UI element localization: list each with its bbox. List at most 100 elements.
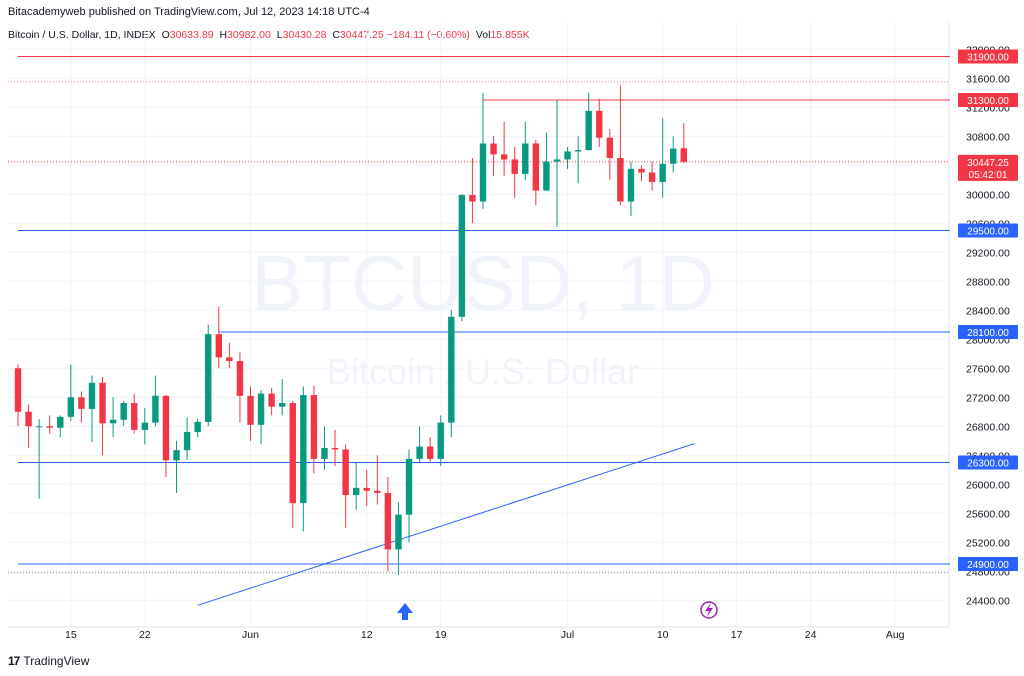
candle xyxy=(14,364,22,427)
price-level-text: 24900.00 xyxy=(967,560,1009,571)
candle xyxy=(648,161,656,191)
candle-body xyxy=(321,448,328,459)
candle xyxy=(564,147,571,169)
candle-body xyxy=(310,395,318,459)
candle xyxy=(543,132,550,191)
countdown-text: 05:42:01 xyxy=(969,170,1008,181)
candle xyxy=(596,98,603,148)
legend-high-value: 30982.00 xyxy=(227,29,271,41)
price-level-label: 31300.00 xyxy=(958,93,1018,107)
price-tick-label: 26800.00 xyxy=(966,421,1010,433)
candle-body xyxy=(215,334,222,358)
candle-body xyxy=(289,403,296,504)
candle xyxy=(46,415,53,434)
candle-body xyxy=(596,110,603,138)
candle-body xyxy=(405,458,413,515)
candle-body xyxy=(268,393,275,407)
legend-low-value: 30430.28 xyxy=(282,29,327,41)
candle xyxy=(606,129,614,180)
price-tick-label: 26000.00 xyxy=(966,479,1010,491)
candle-body xyxy=(46,426,53,428)
candle xyxy=(627,161,635,216)
candle xyxy=(236,352,244,423)
candle-body xyxy=(448,316,455,423)
candle xyxy=(78,391,85,423)
candle-body xyxy=(152,395,159,423)
legend-close-value: 30447.25 xyxy=(339,29,384,41)
candle-body xyxy=(426,446,434,459)
candle xyxy=(35,419,43,499)
candle xyxy=(131,393,138,434)
candle-body xyxy=(458,194,466,317)
candle-body xyxy=(120,403,127,420)
watermark-name: Bitcoin / U.S. Dollar xyxy=(327,351,639,392)
candle xyxy=(532,139,540,206)
price-tick-label: 28400.00 xyxy=(966,305,1010,317)
candle-body xyxy=(25,411,32,427)
candle-body xyxy=(522,143,529,174)
price-tick-label: 25600.00 xyxy=(966,508,1010,520)
candle-body xyxy=(14,368,22,412)
candle-body xyxy=(511,159,518,174)
price-tick-label: 25200.00 xyxy=(966,537,1010,549)
candle xyxy=(384,477,392,572)
price-level-label: 29500.00 xyxy=(958,223,1018,238)
price-level-box xyxy=(958,325,1018,339)
candle-body xyxy=(279,403,286,407)
legend-symbol[interactable]: Bitcoin / U.S. Dollar, 1D, INDEX xyxy=(8,29,156,41)
price-level-label: 31900.00 xyxy=(958,49,1018,64)
candle-body xyxy=(331,448,339,450)
legend-change: −184.11 (−0.60%) xyxy=(386,29,470,41)
candle xyxy=(67,364,75,422)
time-tick-label: 12 xyxy=(361,629,373,641)
candle-body xyxy=(670,148,677,164)
candle xyxy=(363,469,370,506)
candle-body xyxy=(437,422,444,459)
candle xyxy=(194,419,201,438)
price-tick-label: 30800.00 xyxy=(966,131,1010,143)
price-level-label: 26300.00 xyxy=(958,455,1018,470)
time-tick-label: 15 xyxy=(65,629,77,641)
candle xyxy=(659,118,666,198)
candle-body xyxy=(35,426,43,428)
time-tick-label: Jun xyxy=(242,629,259,641)
candle xyxy=(300,386,307,532)
price-tick-label: 28800.00 xyxy=(966,276,1010,288)
candle xyxy=(141,408,149,445)
candle-body xyxy=(342,449,349,496)
price-tick-label: 31600.00 xyxy=(966,73,1010,85)
candle-body xyxy=(141,422,149,430)
candle-body xyxy=(395,514,402,550)
candle-body xyxy=(109,419,117,424)
candle-body xyxy=(78,397,85,409)
published-line: Bitacademyweb published on TradingView.c… xyxy=(8,6,370,18)
candle xyxy=(226,342,233,369)
candle xyxy=(279,379,286,416)
legend-volume-label: Vol xyxy=(475,29,491,41)
candle-body xyxy=(226,357,233,361)
watermark-ticker: BTCUSD, 1D xyxy=(251,239,715,327)
candle xyxy=(205,324,212,427)
price-tick-label: 27600.00 xyxy=(966,363,1010,375)
legend-open-label: O xyxy=(161,29,170,41)
footer-brand[interactable]: TradingView xyxy=(23,654,90,668)
time-tick-label: 10 xyxy=(657,629,669,641)
price-level-text: 31900.00 xyxy=(967,53,1009,64)
candle-body xyxy=(532,143,540,191)
candle xyxy=(490,136,497,177)
candle xyxy=(120,400,127,427)
candle xyxy=(585,92,592,151)
price-level-text: 29500.00 xyxy=(967,227,1009,238)
price-axis[interactable]: 24400.0024800.0025200.0025600.0026000.00… xyxy=(958,44,1018,607)
time-axis[interactable]: 15 22 Jun 12 19 Jul 10 17 24 Aug xyxy=(65,629,905,641)
candle xyxy=(374,455,381,505)
candle xyxy=(352,462,360,510)
candle xyxy=(331,429,339,467)
candle-body xyxy=(500,154,508,160)
candle-body xyxy=(659,163,666,182)
candle-body xyxy=(543,161,550,191)
price-level-box xyxy=(958,223,1018,238)
candle-body xyxy=(236,361,244,396)
lightning-event-icon[interactable] xyxy=(700,601,718,619)
